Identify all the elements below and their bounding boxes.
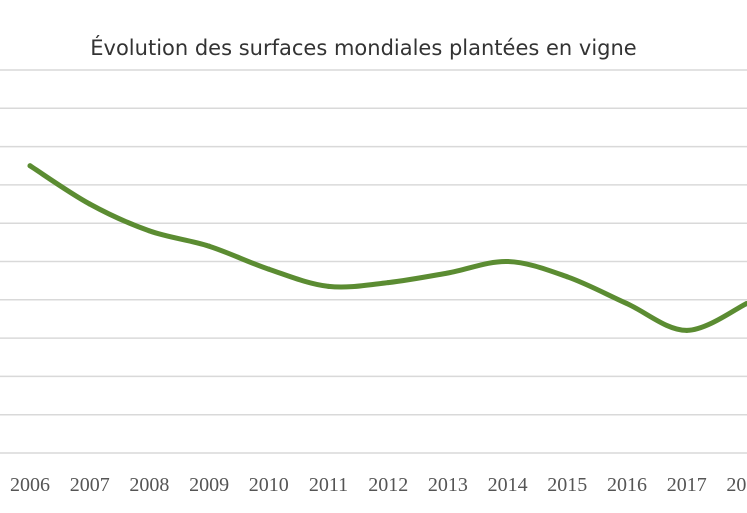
data-point-2012 — [385, 280, 391, 286]
x-tick-label: 2012 — [368, 474, 408, 496]
x-tick-label: 2010 — [249, 474, 289, 496]
series-layer — [27, 163, 747, 333]
data-point-2009 — [206, 243, 212, 249]
x-tick-label: 2011 — [309, 474, 348, 496]
x-tick-label: 2007 — [70, 474, 110, 496]
x-tick-label: 2015 — [547, 474, 587, 496]
x-tick-label: 2008 — [129, 474, 169, 496]
x-tick-label: 2013 — [428, 474, 468, 496]
data-point-2007 — [87, 201, 93, 207]
data-point-2011 — [326, 283, 331, 289]
data-point-2017 — [684, 327, 690, 333]
data-point-2006 — [27, 163, 33, 169]
x-tick-label: 2018 — [726, 474, 747, 496]
grid-layer — [0, 69, 747, 454]
x-axis-ticks: 2006 2007 2008 2009 2010 2011 2012 2013 2014 2015… — [10, 474, 747, 496]
data-point-2010 — [266, 266, 272, 272]
data-point-2014 — [505, 259, 511, 264]
data-point-2008 — [146, 228, 152, 234]
x-tick-label: 2006 — [10, 474, 50, 496]
data-point-2016 — [624, 301, 630, 307]
x-tick-label: 2016 — [607, 474, 647, 496]
x-tick-label: 2009 — [189, 474, 229, 496]
data-point-2015 — [564, 274, 570, 280]
x-tick-label: 2014 — [488, 474, 528, 496]
series-line-0 — [27, 163, 747, 333]
chart-title: Évolution des surfaces mondiales plantée… — [90, 36, 637, 60]
x-tick-label: 2017 — [667, 474, 707, 496]
data-point-2018 — [743, 301, 747, 307]
data-point-2013 — [445, 270, 451, 276]
